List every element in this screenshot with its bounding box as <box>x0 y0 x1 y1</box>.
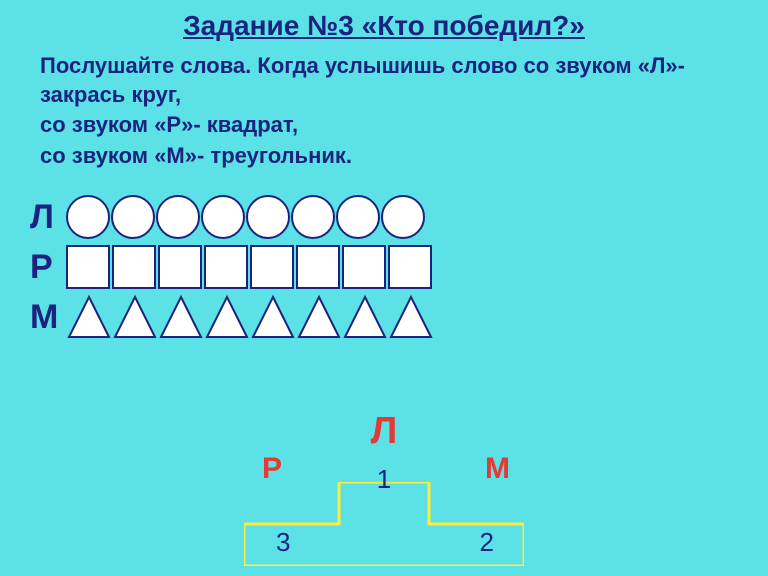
row-label-l: Л <box>30 198 66 237</box>
circle-shape <box>336 195 380 239</box>
square-shape <box>112 245 156 289</box>
task-title: Задание №3 «Кто победил?» <box>0 0 768 42</box>
square-shape <box>158 245 202 289</box>
square-shape <box>204 245 248 289</box>
instructions-block: Послушайте слова. Когда услышишь слово с… <box>0 42 768 170</box>
square-shape <box>342 245 386 289</box>
podium-area: Л Р М 1 3 2 <box>224 416 544 566</box>
row-triangles: М <box>30 292 768 342</box>
triangle-shape <box>112 294 158 340</box>
square-shape <box>388 245 432 289</box>
square-shape <box>296 245 340 289</box>
triangle-shape <box>388 294 434 340</box>
podium-number-1: 1 <box>377 464 391 495</box>
circle-shape <box>66 195 110 239</box>
podium-letter-first: Л <box>371 410 398 453</box>
square-shape <box>66 245 110 289</box>
podium-letter-third: Р <box>262 452 282 486</box>
triangle-shape <box>204 294 250 340</box>
circle-shape <box>246 195 290 239</box>
podium-letter-second: М <box>485 452 510 486</box>
podium-number-3: 3 <box>276 527 290 558</box>
circle-shape <box>156 195 200 239</box>
triangle-shape <box>250 294 296 340</box>
squares-container <box>66 245 434 289</box>
circle-shape <box>111 195 155 239</box>
circle-shape <box>201 195 245 239</box>
row-squares: Р <box>30 242 768 292</box>
circle-shape <box>291 195 335 239</box>
triangle-shape <box>342 294 388 340</box>
row-label-r: Р <box>30 248 66 287</box>
instruction-line-2: со звуком «Р»- квадрат, <box>40 111 728 140</box>
shapes-area: Л Р М <box>0 172 768 342</box>
circle-shape <box>381 195 425 239</box>
triangle-shape <box>296 294 342 340</box>
row-circles: Л <box>30 192 768 242</box>
instruction-line-1: Послушайте слова. Когда услышишь слово с… <box>40 52 728 109</box>
circles-container <box>66 195 426 239</box>
row-label-m: М <box>30 298 66 337</box>
square-shape <box>250 245 294 289</box>
triangles-container <box>66 294 434 340</box>
instruction-line-3: со звуком «М»- треугольник. <box>40 142 728 171</box>
podium-number-2: 2 <box>480 527 494 558</box>
triangle-shape <box>158 294 204 340</box>
triangle-shape <box>66 294 112 340</box>
